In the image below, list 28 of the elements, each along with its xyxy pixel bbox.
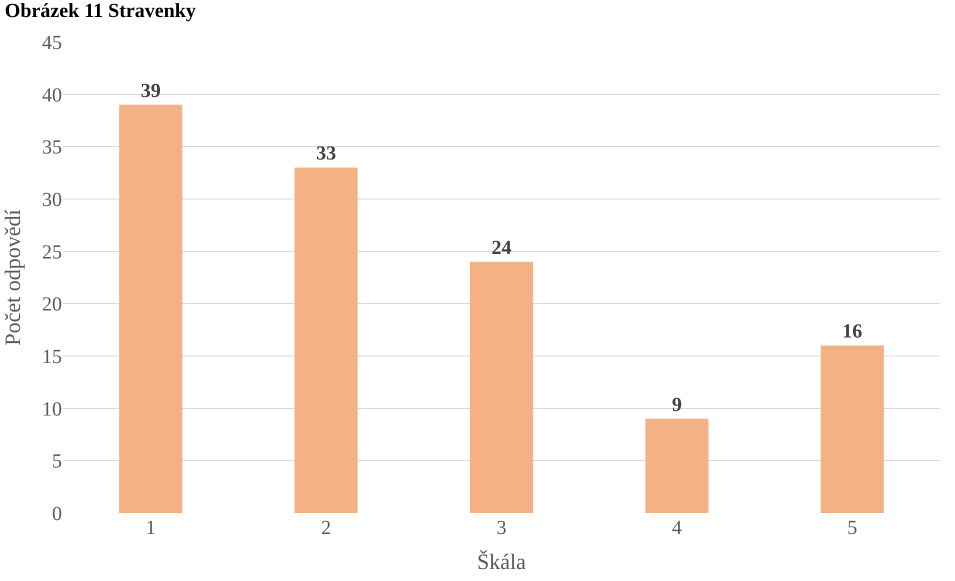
- chart-title: Obrázek 11 Stravenky: [4, 0, 196, 22]
- x-tick-label: 4: [672, 517, 682, 539]
- y-tick-label: 0: [52, 503, 62, 525]
- y-axis-title: Počet odpovědí: [0, 209, 25, 346]
- data-label: 39: [140, 80, 161, 102]
- y-tick-label: 25: [42, 241, 62, 264]
- x-tick-label: 1: [146, 517, 156, 539]
- y-tick-label: 45: [42, 32, 62, 54]
- x-tick-label: 5: [847, 517, 858, 539]
- x-tick-label: 3: [496, 517, 506, 539]
- data-label: 33: [316, 142, 336, 165]
- bar: [119, 104, 182, 513]
- bar: [820, 346, 884, 513]
- y-tick-label: 20: [42, 294, 62, 316]
- y-tick-label: 35: [42, 136, 62, 159]
- data-label: 9: [672, 394, 682, 416]
- x-tick-label: 2: [321, 517, 332, 539]
- data-label: 16: [842, 320, 862, 343]
- data-label: 24: [492, 236, 512, 259]
- y-tick-label: 5: [52, 450, 62, 473]
- bar: [294, 168, 358, 513]
- bar: [645, 418, 708, 513]
- x-axis-title: Škála: [477, 548, 526, 574]
- y-tick-label: 40: [42, 84, 62, 106]
- y-tick-label: 10: [42, 398, 62, 420]
- y-tick-label: 30: [42, 189, 62, 211]
- y-tick-label: 15: [42, 346, 62, 368]
- bar: [470, 262, 534, 513]
